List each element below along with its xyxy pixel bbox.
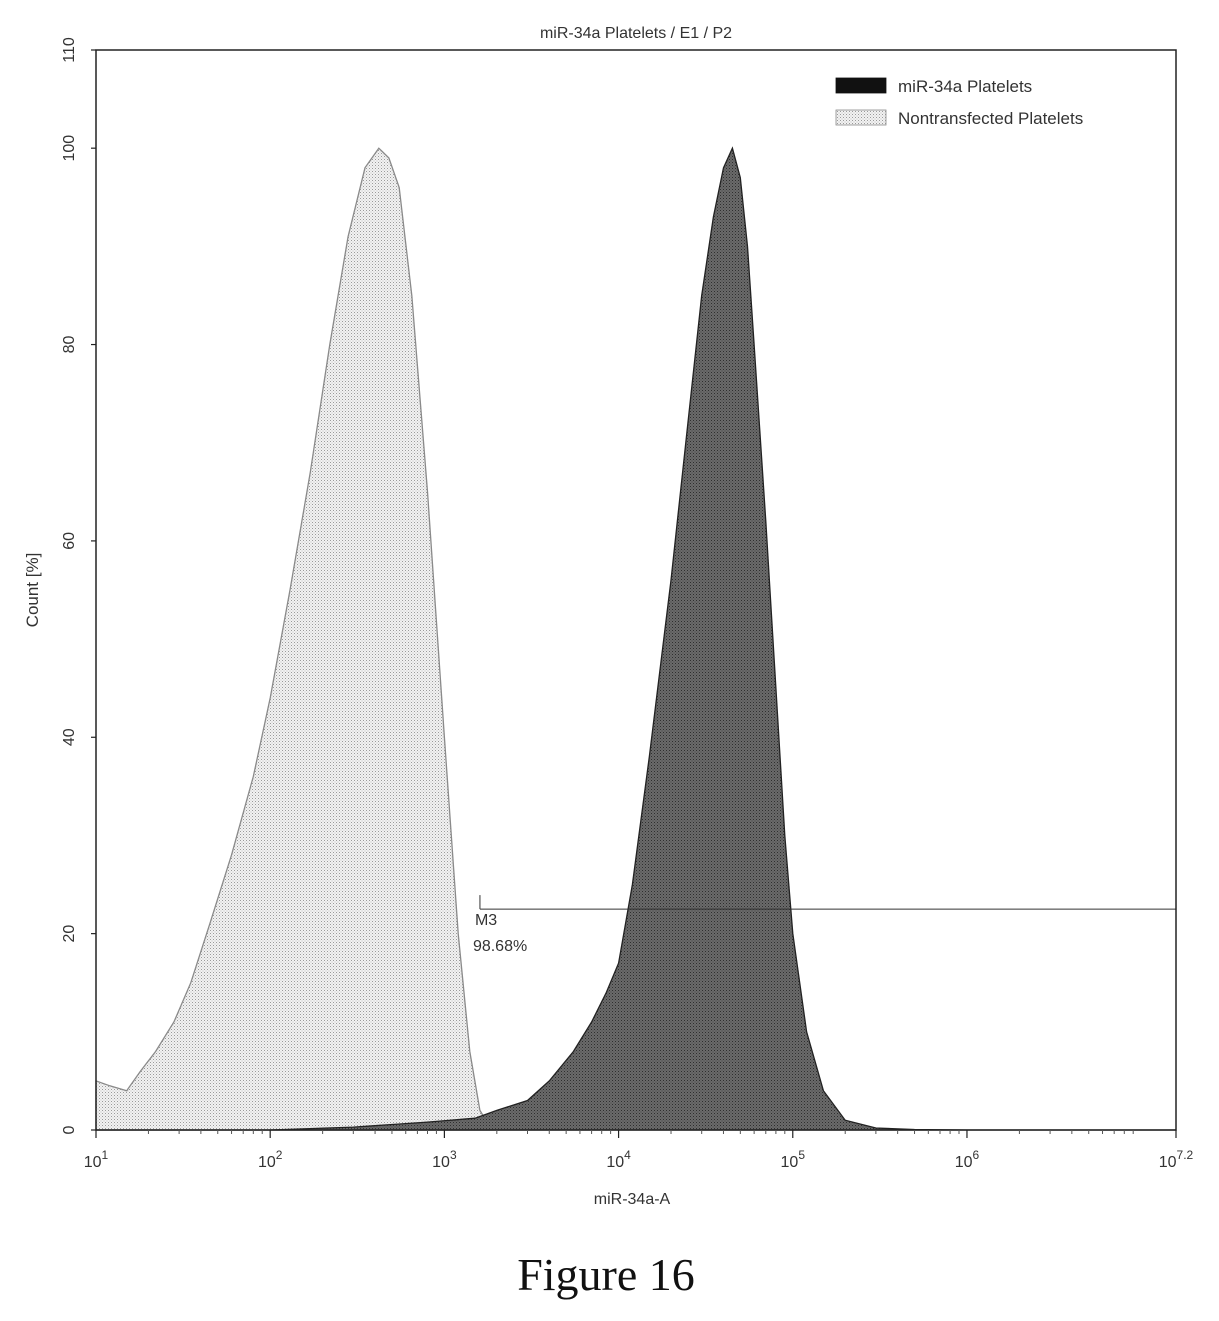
figure-caption: Figure 16 xyxy=(517,1249,695,1300)
series-area-nontransfected-platelets xyxy=(95,147,500,1131)
series-area-mir34a-platelets xyxy=(96,146,1176,1131)
legend-swatch xyxy=(835,77,887,94)
y-tick-label: 80 xyxy=(61,336,78,354)
series-layer xyxy=(95,146,1176,1131)
y-axis-label: Count [%] xyxy=(23,553,42,628)
x-tick-label: 103 xyxy=(432,1148,457,1171)
x-tick-label: 102 xyxy=(258,1148,283,1171)
legend: miR-34a Platelets Nontransfected Platelet… xyxy=(835,77,1083,128)
x-tick-label: 105 xyxy=(781,1148,806,1171)
legend-swatch xyxy=(835,109,887,126)
marker-layer: M3 98.68% xyxy=(473,895,1176,955)
y-tick-label: 20 xyxy=(61,925,78,943)
x-axis-label: miR-34a-A xyxy=(594,1191,671,1208)
x-tick-label: 106 xyxy=(955,1148,980,1171)
legend-label: miR-34a Platelets xyxy=(898,77,1032,96)
y-tick-label: 40 xyxy=(61,728,78,746)
y-tick-label: 100 xyxy=(61,135,78,162)
y-tick-label: 0 xyxy=(61,1125,78,1134)
x-tick-label: 107.2 xyxy=(1159,1148,1194,1171)
marker-m3-percent: 98.68% xyxy=(473,938,527,955)
chart-title: miR-34a Platelets / E1 / P2 xyxy=(540,25,732,42)
y-axis: 0 20 40 60 80 100 110 xyxy=(61,37,96,1134)
x-axis: 101 102 103 104 105 106 107.2 xyxy=(84,1130,1194,1171)
marker-m3-label: M3 xyxy=(475,912,497,929)
plot-frame xyxy=(95,49,1177,1131)
y-tick-label: 110 xyxy=(61,37,78,63)
x-tick-label: 101 xyxy=(84,1148,109,1171)
legend-label: Nontransfected Platelets xyxy=(898,109,1083,128)
y-tick-label: 60 xyxy=(61,532,78,550)
plot-area: M3 98.68% xyxy=(95,49,1177,1131)
x-tick-label: 104 xyxy=(606,1148,631,1171)
